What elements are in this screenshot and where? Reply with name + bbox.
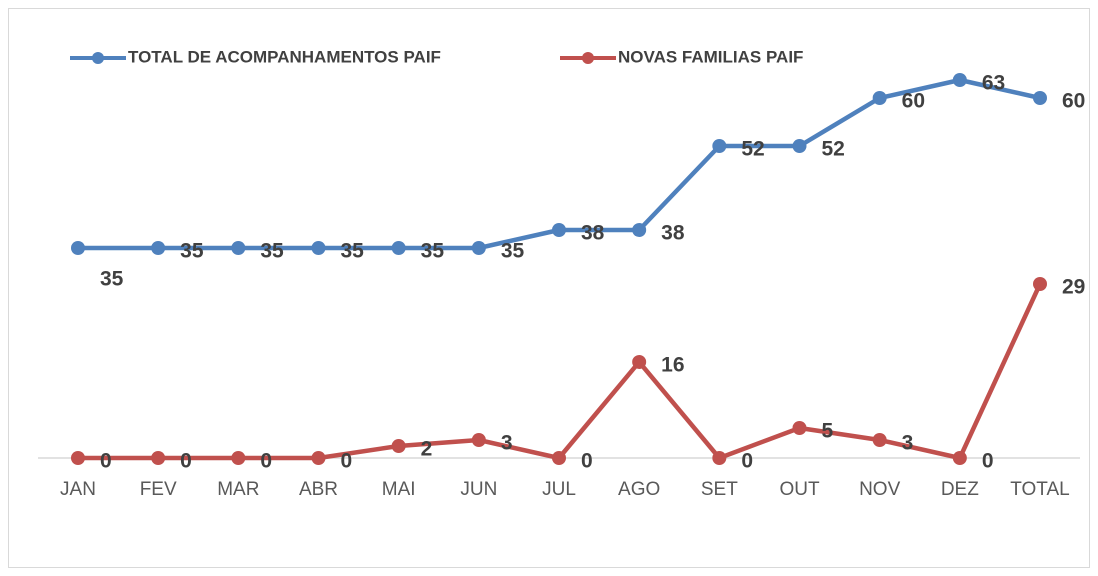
point-marker <box>471 433 486 447</box>
data-label: 16 <box>661 354 684 377</box>
point-marker <box>151 241 166 255</box>
data-label: 35 <box>260 240 284 263</box>
data-label: 60 <box>902 90 925 113</box>
data-label: 0 <box>982 450 994 473</box>
x-tick-label: NOV <box>859 479 901 500</box>
point-marker <box>952 73 967 87</box>
data-label: 0 <box>741 450 753 473</box>
data-label: 0 <box>100 450 112 473</box>
data-label: 35 <box>180 240 204 263</box>
point-marker <box>552 223 566 237</box>
data-label: 60 <box>1062 90 1085 113</box>
data-label: 38 <box>661 222 685 245</box>
point-marker <box>151 451 166 465</box>
chart-frame <box>8 8 1090 568</box>
data-label: 35 <box>100 268 124 291</box>
data-label: 3 <box>501 432 513 455</box>
x-tick-label: AGO <box>618 479 660 500</box>
data-label: 35 <box>421 240 445 263</box>
x-tick-label: MAI <box>382 479 416 500</box>
point-marker <box>872 91 887 105</box>
x-tick-label: FEV <box>140 479 177 500</box>
data-label: 38 <box>581 222 605 245</box>
x-tick-label: SET <box>701 479 738 500</box>
x-tick-label: JUL <box>542 479 576 500</box>
point-marker <box>231 241 246 255</box>
point-marker <box>231 451 246 465</box>
data-label: 0 <box>180 450 192 473</box>
data-label: 3 <box>902 432 914 455</box>
point-marker <box>712 139 727 153</box>
legend-label: TOTAL DE ACOMPANHAMENTOS PAIF <box>128 47 441 66</box>
x-tick-label: JUN <box>460 479 497 500</box>
point-marker <box>71 241 85 255</box>
data-label: 2 <box>421 438 433 461</box>
point-marker <box>471 241 486 255</box>
legend-marker <box>582 52 594 64</box>
legend-label: NOVAS FAMILIAS PAIF <box>618 47 803 66</box>
point-marker <box>632 223 647 237</box>
data-label: 52 <box>822 138 845 161</box>
data-label: 0 <box>341 450 353 473</box>
point-marker <box>552 451 566 465</box>
data-label: 0 <box>260 450 272 473</box>
x-tick-label: MAR <box>217 479 259 500</box>
point-marker <box>1033 91 1047 105</box>
point-marker <box>1033 277 1047 291</box>
x-tick-label: DEZ <box>941 479 979 500</box>
x-tick-label: OUT <box>779 479 820 500</box>
data-label: 52 <box>741 138 764 161</box>
x-tick-label: TOTAL <box>1010 479 1069 500</box>
point-marker <box>792 139 807 153</box>
data-label: 35 <box>501 240 525 263</box>
x-tick-label: ABR <box>299 479 338 500</box>
legend-marker <box>92 52 104 64</box>
data-label: 29 <box>1062 276 1085 299</box>
point-marker <box>632 355 647 369</box>
point-marker <box>391 439 406 453</box>
x-tick-label: JAN <box>60 479 96 500</box>
data-label: 0 <box>581 450 593 473</box>
point-marker <box>792 421 807 435</box>
data-label: 5 <box>822 420 834 443</box>
point-marker <box>872 433 887 447</box>
point-marker <box>391 241 406 255</box>
data-label: 63 <box>982 72 1005 95</box>
data-label: 35 <box>341 240 365 263</box>
point-marker <box>71 451 85 465</box>
point-marker <box>311 451 326 465</box>
point-marker <box>712 451 727 465</box>
point-marker <box>311 241 326 255</box>
point-marker <box>952 451 967 465</box>
